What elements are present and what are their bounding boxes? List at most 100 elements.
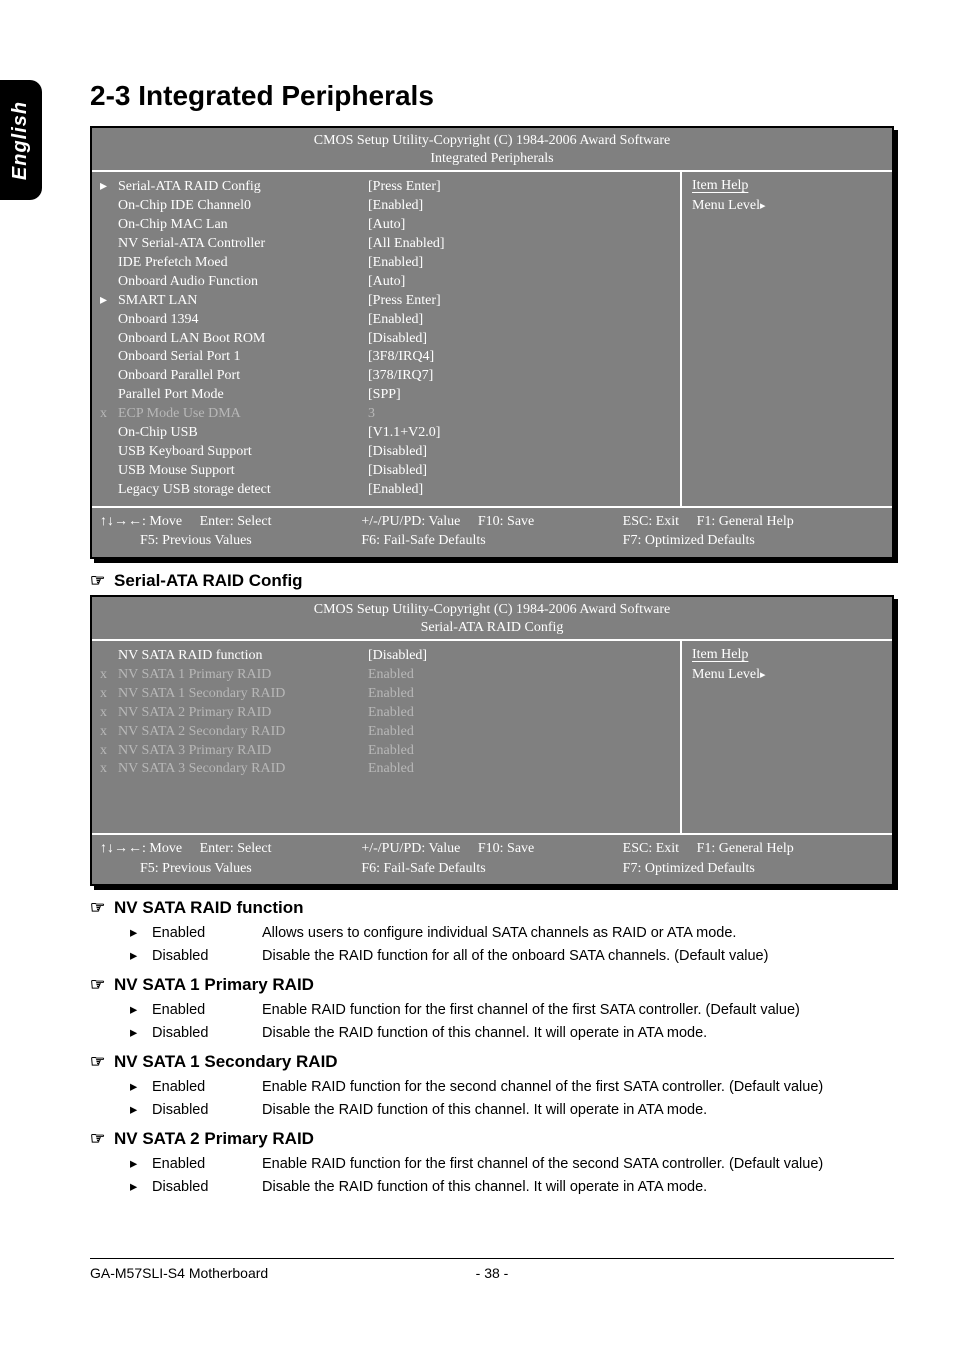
bios-row: On-Chip USB[V1.1+V2.0] xyxy=(100,424,672,443)
hint-move: ↑↓→←: Move xyxy=(100,514,182,529)
bios-row: USB Mouse Support[Disabled] xyxy=(100,462,672,481)
option-name: Disabled xyxy=(152,1022,262,1044)
bullet-icon: ☞ xyxy=(90,1129,114,1149)
bios-integrated-peripherals: CMOS Setup Utility-Copyright (C) 1984-20… xyxy=(90,126,894,559)
bios-row: Onboard LAN Boot ROM[Disabled] xyxy=(100,330,672,349)
bios-row: NV Serial-ATA Controller[All Enabled] xyxy=(100,235,672,254)
row-label: Serial-ATA RAID Config xyxy=(118,178,368,197)
triangle-right-icon: ▸ xyxy=(760,669,766,681)
hint-save: F10: Save xyxy=(478,841,534,856)
row-value: [Press Enter] xyxy=(368,292,672,311)
bios-row: Onboard 1394[Enabled] xyxy=(100,311,672,330)
row-label: Legacy USB storage detect xyxy=(118,481,368,500)
option-row: ▸EnabledEnable RAID function for the sec… xyxy=(130,1076,894,1098)
row-label: ECP Mode Use DMA xyxy=(118,405,368,424)
bios2-header: CMOS Setup Utility-Copyright (C) 1984-20… xyxy=(92,597,892,641)
bios1-menu-level: Menu Level▸ xyxy=(692,198,882,214)
hint-move: ↑↓→←: Move xyxy=(100,841,182,856)
row-label: NV Serial-ATA Controller xyxy=(118,235,368,254)
hint-optimized: F7: Optimized Defaults xyxy=(623,861,755,876)
hint-select: Enter: Select xyxy=(200,514,272,529)
section-raid-config: ☞Serial-ATA RAID Config xyxy=(90,571,894,591)
bios1-header: CMOS Setup Utility-Copyright (C) 1984-20… xyxy=(92,128,892,172)
page-title: 2-3 Integrated Peripherals xyxy=(90,80,894,112)
row-value: [Auto] xyxy=(368,216,672,235)
option-row: ▸EnabledAllows users to configure indivi… xyxy=(130,922,894,944)
page-footer: GA-M57SLI-S4 Motherboard - 38 - xyxy=(90,1258,894,1281)
row-marker: x xyxy=(100,760,118,779)
hint-help: F1: General Help xyxy=(697,514,794,529)
option-desc: Enable RAID function for the first chann… xyxy=(262,1153,894,1175)
option-sections: ☞NV SATA RAID function ▸EnabledAllows use… xyxy=(90,898,894,1198)
bios-row: xNV SATA 3 Secondary RAIDEnabled xyxy=(100,760,672,779)
row-label: On-Chip MAC Lan xyxy=(118,216,368,235)
bios1-help-title: Item Help xyxy=(692,178,748,194)
option-name: Enabled xyxy=(152,999,262,1021)
row-value: [378/IRQ7] xyxy=(368,367,672,386)
triangle-right-icon: ▸ xyxy=(760,200,766,212)
bios2-help-title: Item Help xyxy=(692,647,748,663)
row-value: [Auto] xyxy=(368,273,672,292)
row-value: [Enabled] xyxy=(368,197,672,216)
hint-select: Enter: Select xyxy=(200,841,272,856)
bios-row: ▸SMART LAN[Press Enter] xyxy=(100,292,672,311)
row-value: [Enabled] xyxy=(368,311,672,330)
row-marker: x xyxy=(100,742,118,761)
hint-value: +/-/PU/PD: Value xyxy=(361,841,460,856)
bullet-icon: ☞ xyxy=(90,898,114,918)
row-marker: x xyxy=(100,666,118,685)
row-marker xyxy=(100,481,118,500)
row-marker xyxy=(100,197,118,216)
bullet-icon: ☞ xyxy=(90,571,114,591)
bios-raid-config: CMOS Setup Utility-Copyright (C) 1984-20… xyxy=(90,595,894,887)
option-desc: Disable the RAID function of this channe… xyxy=(262,1176,894,1198)
option-name: Enabled xyxy=(152,1076,262,1098)
option-row: ▸DisabledDisable the RAID function for a… xyxy=(130,945,894,967)
row-label: USB Keyboard Support xyxy=(118,443,368,462)
row-value: 3 xyxy=(368,405,672,424)
row-value: [All Enabled] xyxy=(368,235,672,254)
bios-row: Onboard Parallel Port[378/IRQ7] xyxy=(100,367,672,386)
row-label: Onboard LAN Boot ROM xyxy=(118,330,368,349)
bios-row: xNV SATA 2 Primary RAIDEnabled xyxy=(100,704,672,723)
option-desc: Enable RAID function for the second chan… xyxy=(262,1076,894,1098)
row-value: [Enabled] xyxy=(368,481,672,500)
row-label: NV SATA 3 Secondary RAID xyxy=(118,760,368,779)
hint-failsafe: F6: Fail-Safe Defaults xyxy=(361,533,485,548)
hint-previous: F5: Previous Values xyxy=(140,533,252,548)
bios2-menu-level-label: Menu Level xyxy=(692,667,760,682)
row-marker: ▸ xyxy=(100,178,118,197)
row-label: Onboard 1394 xyxy=(118,311,368,330)
bios1-header-line1: CMOS Setup Utility-Copyright (C) 1984-20… xyxy=(92,132,892,150)
option-marker-icon: ▸ xyxy=(130,922,152,944)
bios1-footer-col3: ESC: Exit F1: General Help F7: Optimized… xyxy=(623,512,884,551)
bios1-help-panel: Item Help Menu Level▸ xyxy=(682,172,892,505)
bios-row: Legacy USB storage detect[Enabled] xyxy=(100,481,672,500)
option-marker-icon: ▸ xyxy=(130,1076,152,1098)
row-value: Enabled xyxy=(368,742,672,761)
hint-optimized: F7: Optimized Defaults xyxy=(623,533,755,548)
bios-row: xECP Mode Use DMA3 xyxy=(100,405,672,424)
option-row: ▸DisabledDisable the RAID function of th… xyxy=(130,1176,894,1198)
hint-exit: ESC: Exit xyxy=(623,841,679,856)
row-marker xyxy=(100,424,118,443)
bios2-menu-level: Menu Level▸ xyxy=(692,667,882,683)
bios2-header-line1: CMOS Setup Utility-Copyright (C) 1984-20… xyxy=(92,601,892,619)
bios-row: xNV SATA 3 Primary RAIDEnabled xyxy=(100,742,672,761)
row-marker: x xyxy=(100,405,118,424)
bios-row: xNV SATA 1 Primary RAIDEnabled xyxy=(100,666,672,685)
footer-left: GA-M57SLI-S4 Motherboard xyxy=(90,1265,358,1281)
option-row: ▸DisabledDisable the RAID function of th… xyxy=(130,1022,894,1044)
row-label: NV SATA RAID function xyxy=(118,647,368,666)
row-marker xyxy=(100,386,118,405)
option-section-head: ☞NV SATA RAID function xyxy=(90,898,894,918)
bios2-left-panel: NV SATA RAID function[Disabled]xNV SATA … xyxy=(92,641,682,833)
row-value: [Press Enter] xyxy=(368,178,672,197)
row-value: [Disabled] xyxy=(368,462,672,481)
row-marker xyxy=(100,462,118,481)
row-value: [Disabled] xyxy=(368,647,672,666)
row-value: Enabled xyxy=(368,685,672,704)
option-name: Enabled xyxy=(152,1153,262,1175)
row-label: NV SATA 3 Primary RAID xyxy=(118,742,368,761)
row-marker xyxy=(100,330,118,349)
